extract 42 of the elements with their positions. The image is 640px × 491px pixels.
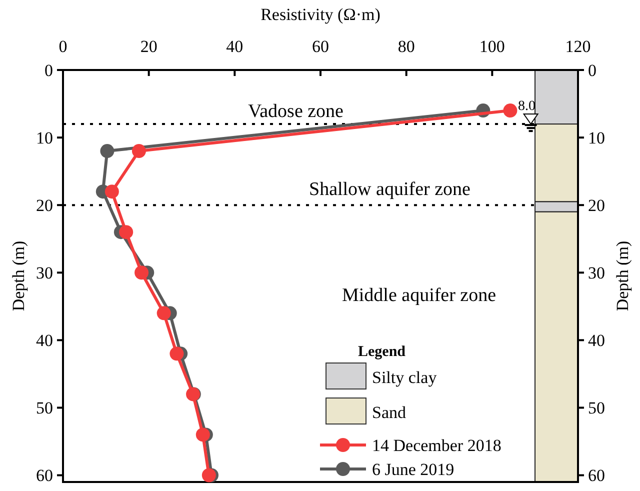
y2-tick-label: 10 bbox=[588, 128, 605, 148]
legend-label: Silty clay bbox=[372, 368, 438, 387]
legend-label: Sand bbox=[372, 403, 406, 422]
point bbox=[134, 266, 149, 280]
annotation: Vadose zone bbox=[248, 101, 344, 122]
legend-title: Legend bbox=[358, 344, 406, 360]
y2-tick-label: 40 bbox=[588, 331, 605, 350]
x-tick-label: 100 bbox=[479, 37, 505, 56]
y2-tick-label: 60 bbox=[588, 466, 605, 486]
x-tick-label: 120 bbox=[565, 37, 591, 56]
x-tick-label: 0 bbox=[58, 37, 68, 56]
y-tick-label: 0 bbox=[44, 61, 53, 80]
point bbox=[170, 346, 184, 361]
y2-axis-title: Depth (m) bbox=[613, 240, 632, 312]
y2-tick-label: 50 bbox=[588, 398, 605, 418]
y-tick-label: 40 bbox=[36, 331, 53, 350]
x-axis-title: Resistivity (Ω·m) bbox=[260, 5, 380, 24]
y-tick-label: 50 bbox=[36, 398, 53, 418]
y2-tick-label: 30 bbox=[588, 264, 605, 283]
y-tick-label: 60 bbox=[36, 466, 53, 486]
point bbox=[202, 468, 216, 482]
y-tick-label: 30 bbox=[36, 264, 53, 283]
point bbox=[503, 104, 518, 118]
y-tick-label: 10 bbox=[36, 128, 53, 148]
point bbox=[132, 144, 146, 158]
point bbox=[196, 428, 210, 442]
point bbox=[104, 184, 119, 199]
x-tick-label: 40 bbox=[226, 37, 244, 56]
y-tick-label: 20 bbox=[36, 196, 53, 216]
x-tick-label: 80 bbox=[398, 37, 415, 56]
x-tick-label: 60 bbox=[312, 37, 329, 56]
y2-tick-label: 20 bbox=[588, 196, 605, 216]
annotation: Middle aquifer zone bbox=[342, 285, 496, 306]
x-tick-label: 20 bbox=[140, 37, 158, 56]
legend-label: 6 June 2019 bbox=[372, 460, 454, 479]
legend-label: 14 December 2018 bbox=[372, 436, 502, 455]
point bbox=[100, 144, 114, 158]
y2-tick-label: 0 bbox=[588, 61, 596, 80]
point bbox=[119, 225, 134, 240]
y-axis-title: Depth (m) bbox=[9, 240, 28, 312]
annotation: Shallow aquifer zone bbox=[309, 179, 470, 200]
point bbox=[156, 306, 171, 320]
